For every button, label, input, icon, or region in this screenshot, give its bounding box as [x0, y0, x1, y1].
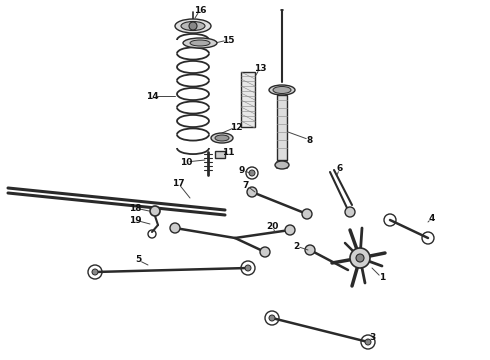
Circle shape: [150, 206, 160, 216]
Text: 2: 2: [293, 242, 299, 251]
Ellipse shape: [269, 85, 295, 95]
Text: 6: 6: [337, 163, 343, 172]
Circle shape: [345, 207, 355, 217]
Circle shape: [365, 339, 371, 345]
Text: 10: 10: [180, 158, 192, 166]
Ellipse shape: [183, 38, 217, 48]
Ellipse shape: [190, 40, 210, 46]
Text: 1: 1: [379, 274, 385, 283]
Bar: [215, 151, 225, 158]
Text: 7: 7: [243, 180, 249, 189]
Ellipse shape: [273, 86, 291, 94]
Text: 8: 8: [307, 135, 313, 144]
Bar: [241, 72, 255, 127]
Circle shape: [245, 265, 251, 271]
Text: 18: 18: [129, 203, 141, 212]
Bar: [277, 95, 287, 160]
Circle shape: [269, 315, 275, 321]
Text: 17: 17: [172, 179, 184, 188]
Text: 12: 12: [230, 122, 242, 131]
Text: 5: 5: [135, 256, 141, 265]
Circle shape: [285, 225, 295, 235]
Text: 15: 15: [222, 36, 234, 45]
Text: 11: 11: [222, 148, 234, 157]
Circle shape: [189, 22, 197, 30]
Circle shape: [247, 187, 257, 197]
Text: 13: 13: [254, 63, 266, 72]
Text: 9: 9: [239, 166, 245, 175]
Circle shape: [92, 269, 98, 275]
Ellipse shape: [275, 161, 289, 169]
Circle shape: [302, 209, 312, 219]
Text: 4: 4: [429, 213, 435, 222]
Circle shape: [170, 223, 180, 233]
Text: 20: 20: [266, 221, 278, 230]
Ellipse shape: [211, 133, 233, 143]
Circle shape: [350, 248, 370, 268]
Ellipse shape: [215, 135, 229, 141]
Circle shape: [305, 245, 315, 255]
Text: 19: 19: [129, 216, 141, 225]
Ellipse shape: [181, 22, 205, 31]
Text: 16: 16: [194, 5, 206, 14]
Text: 14: 14: [146, 91, 158, 100]
Circle shape: [356, 254, 364, 262]
Circle shape: [249, 170, 255, 176]
Text: 3: 3: [369, 333, 375, 342]
Circle shape: [260, 247, 270, 257]
Ellipse shape: [175, 19, 211, 33]
